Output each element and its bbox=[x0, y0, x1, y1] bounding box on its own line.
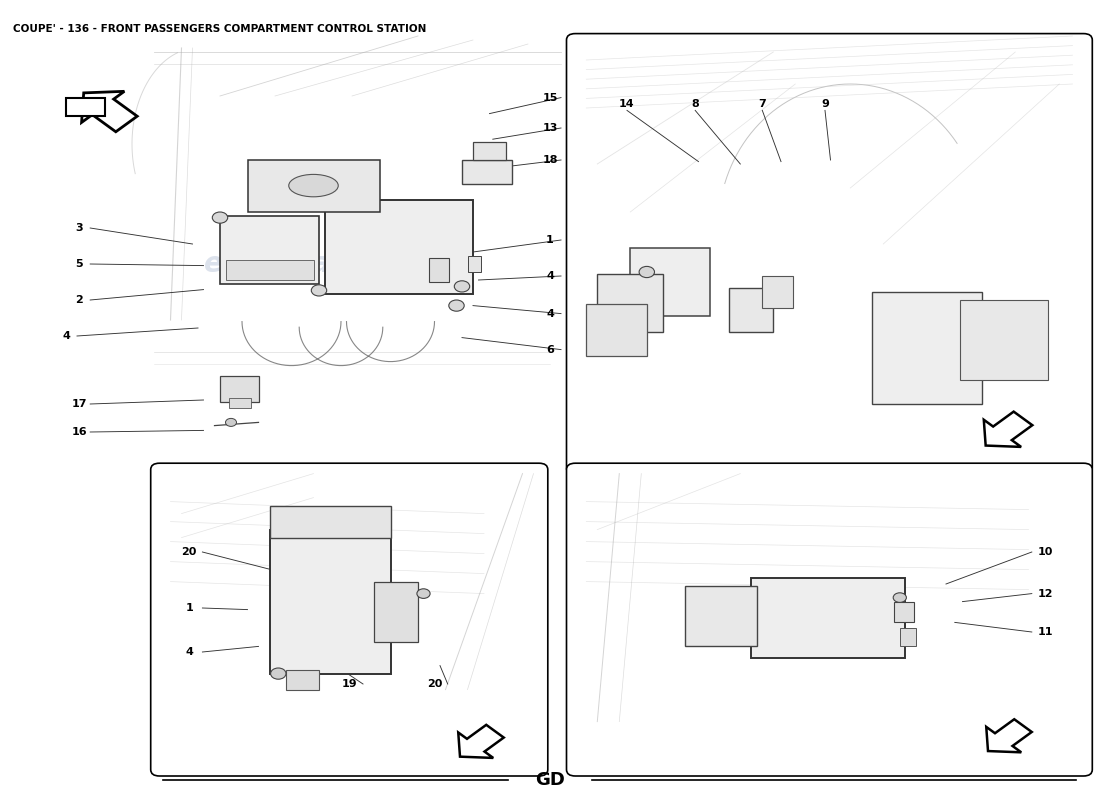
FancyBboxPatch shape bbox=[566, 34, 1092, 474]
Circle shape bbox=[271, 668, 286, 679]
Text: eurospares: eurospares bbox=[204, 250, 380, 278]
Bar bbox=[762, 276, 793, 308]
Bar bbox=[324, 200, 473, 294]
Text: 4: 4 bbox=[546, 309, 554, 318]
Bar bbox=[468, 256, 481, 272]
Text: eurospares: eurospares bbox=[742, 250, 918, 278]
Circle shape bbox=[893, 593, 906, 602]
FancyBboxPatch shape bbox=[151, 463, 548, 776]
Bar bbox=[630, 248, 710, 316]
Bar bbox=[429, 258, 449, 282]
Text: 20: 20 bbox=[182, 547, 197, 557]
Text: GD: GD bbox=[535, 771, 565, 789]
Bar bbox=[66, 98, 104, 116]
Circle shape bbox=[454, 281, 470, 292]
Text: 19: 19 bbox=[342, 679, 358, 689]
Text: 4: 4 bbox=[185, 647, 194, 657]
Bar bbox=[894, 602, 914, 622]
Bar bbox=[220, 216, 319, 284]
Text: 17: 17 bbox=[72, 399, 87, 409]
Bar bbox=[473, 142, 506, 160]
Text: 4: 4 bbox=[62, 331, 70, 341]
Text: 10: 10 bbox=[1037, 547, 1053, 557]
Text: 5: 5 bbox=[76, 259, 82, 269]
Text: 7: 7 bbox=[758, 99, 767, 109]
Ellipse shape bbox=[288, 174, 339, 197]
Text: eurospares: eurospares bbox=[264, 610, 440, 638]
Text: 14: 14 bbox=[619, 99, 635, 109]
Polygon shape bbox=[459, 725, 504, 758]
Text: 9: 9 bbox=[821, 99, 829, 109]
Bar bbox=[374, 582, 418, 642]
Circle shape bbox=[226, 418, 236, 426]
Bar bbox=[872, 292, 982, 404]
Text: eurospares: eurospares bbox=[742, 610, 918, 638]
Text: 1: 1 bbox=[185, 603, 194, 613]
Text: 6: 6 bbox=[546, 345, 554, 354]
Text: 20: 20 bbox=[427, 679, 442, 689]
Bar bbox=[685, 586, 757, 646]
Text: 4: 4 bbox=[546, 271, 554, 281]
Text: 12: 12 bbox=[1037, 589, 1053, 598]
Bar bbox=[900, 628, 916, 646]
Bar bbox=[751, 578, 905, 658]
Text: 1: 1 bbox=[546, 235, 554, 245]
Polygon shape bbox=[987, 719, 1032, 752]
Bar bbox=[270, 506, 390, 538]
Bar bbox=[960, 300, 1048, 380]
Text: 16: 16 bbox=[72, 427, 87, 437]
Circle shape bbox=[311, 285, 327, 296]
Bar bbox=[270, 530, 390, 674]
Text: 3: 3 bbox=[76, 223, 82, 233]
Circle shape bbox=[417, 589, 430, 598]
Text: COUPE' - 136 - FRONT PASSENGERS COMPARTMENT CONTROL STATION: COUPE' - 136 - FRONT PASSENGERS COMPARTM… bbox=[13, 24, 427, 34]
Bar bbox=[597, 274, 663, 332]
Bar bbox=[729, 288, 773, 332]
Circle shape bbox=[212, 212, 228, 223]
Polygon shape bbox=[81, 91, 138, 132]
Text: 11: 11 bbox=[1037, 627, 1053, 637]
Circle shape bbox=[639, 266, 654, 278]
Bar bbox=[229, 398, 251, 408]
Text: 18: 18 bbox=[542, 155, 558, 165]
Circle shape bbox=[449, 300, 464, 311]
Bar bbox=[220, 376, 258, 402]
Text: 15: 15 bbox=[542, 93, 558, 102]
Bar bbox=[248, 160, 380, 212]
Text: 8: 8 bbox=[691, 99, 700, 109]
Bar bbox=[226, 260, 314, 280]
Text: 13: 13 bbox=[542, 123, 558, 133]
Bar bbox=[462, 160, 512, 184]
FancyBboxPatch shape bbox=[566, 463, 1092, 776]
Bar bbox=[586, 304, 647, 356]
Polygon shape bbox=[983, 412, 1032, 447]
Bar bbox=[286, 670, 319, 690]
Text: 2: 2 bbox=[75, 295, 84, 305]
